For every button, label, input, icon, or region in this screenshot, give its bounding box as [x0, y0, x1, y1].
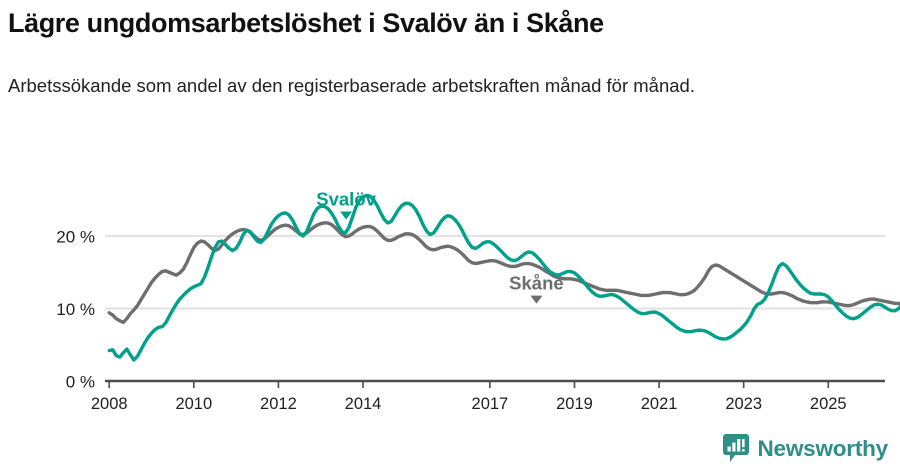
x-axis-tick-labels: 2008 2010 2012 2014 2017 2019 2021 2023 2025	[91, 395, 847, 413]
series-label-svalov: Svalöv	[316, 189, 376, 210]
series-label-skane: Skåne	[509, 273, 564, 294]
x-axis	[105, 379, 885, 388]
series-label-pointer-skane	[530, 295, 543, 304]
chart-plot-area: 0 % 10 % 20 % 2008 2010 2012 2014 2017 2019 2021…	[0, 160, 900, 420]
line-chart: 0 % 10 % 20 % 2008 2010 2012 2014 2017 2019 2021…	[56, 189, 900, 413]
chart-subtitle: Arbetssökande som andel av den registerb…	[8, 75, 695, 96]
svg-text:10 %: 10 %	[56, 300, 95, 319]
svg-text:2019: 2019	[556, 395, 593, 413]
svg-text:2017: 2017	[472, 395, 509, 413]
newsworthy-logo[interactable]: Newsworthy	[723, 432, 888, 466]
svg-text:2023: 2023	[725, 395, 762, 413]
svg-text:20 %: 20 %	[56, 228, 95, 247]
svg-text:2014: 2014	[345, 395, 382, 413]
svg-text:0 %: 0 %	[66, 373, 95, 392]
bar-chart-speech-bubble-icon	[723, 434, 750, 462]
page-title: Lägre ungdomsarbetslöshet i Svalöv än i …	[8, 8, 604, 38]
series-label-pointer-svalov	[340, 211, 353, 220]
series-line-skåne	[107, 221, 900, 324]
svg-text:2008: 2008	[91, 395, 128, 413]
series-inline-labels: Svalöv Skåne	[316, 189, 564, 304]
y-axis-tick-labels: 0 % 10 % 20 %	[56, 228, 95, 392]
svg-text:2025: 2025	[810, 395, 847, 413]
data-series-lines	[107, 193, 900, 362]
svg-text:2021: 2021	[641, 395, 678, 413]
brand-name: Newsworthy	[757, 435, 888, 461]
series-line-svalöv	[107, 193, 900, 362]
svg-text:2012: 2012	[260, 395, 297, 413]
svg-text:2010: 2010	[175, 395, 212, 413]
